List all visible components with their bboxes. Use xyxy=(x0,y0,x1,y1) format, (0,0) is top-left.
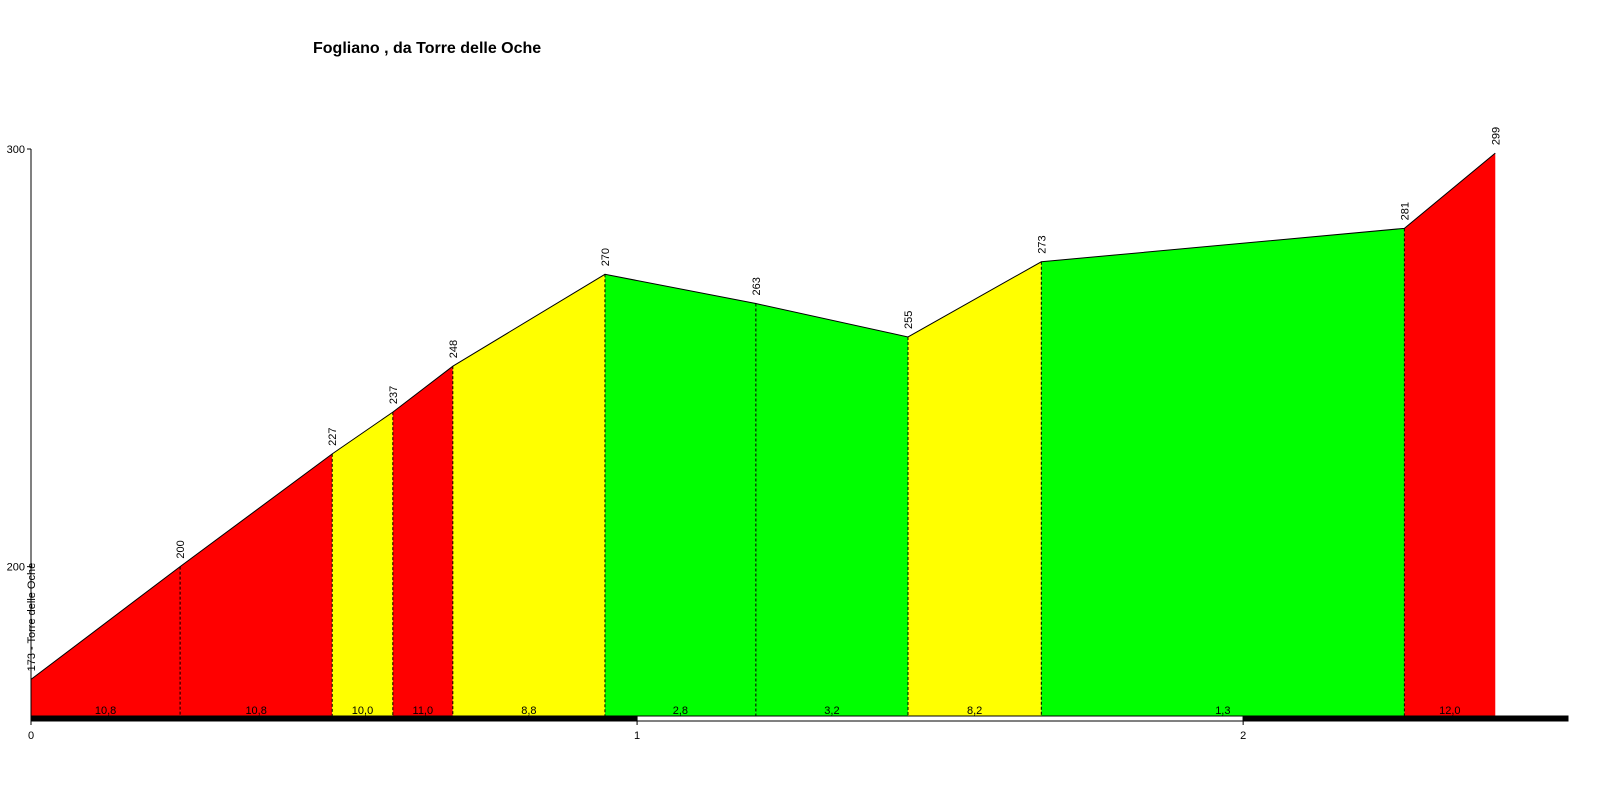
x-axis-bar xyxy=(30,715,638,722)
elevation-label: 227 xyxy=(327,428,339,446)
segment-area xyxy=(755,303,908,717)
elevation-label: 237 xyxy=(388,386,400,404)
x-tick-label: 0 xyxy=(28,730,34,742)
x-tick-label: 1 xyxy=(634,730,640,742)
slope-label: 12,0 xyxy=(1439,705,1460,717)
elevation-label: 281 xyxy=(1399,202,1411,220)
y-tick-label: 200 xyxy=(7,562,25,574)
slope-label: 1,3 xyxy=(1215,705,1230,717)
chart-title: Fogliano , da Torre delle Oche xyxy=(313,40,541,57)
segment-area xyxy=(180,453,333,717)
segment-area xyxy=(332,412,393,717)
elevation-label: 248 xyxy=(448,340,460,358)
slope-label: 10,8 xyxy=(95,705,116,717)
segment-area xyxy=(31,566,181,717)
slope-label: 8,2 xyxy=(967,705,982,717)
x-axis-bar xyxy=(636,715,1244,722)
profile-line xyxy=(30,152,1496,680)
segment-area xyxy=(1404,153,1496,718)
x-tick-label: 2 xyxy=(1240,730,1246,742)
elevation-label: 255 xyxy=(903,311,915,329)
segment-area xyxy=(452,274,605,717)
slope-label: 2,8 xyxy=(673,705,688,717)
elevation-label: 263 xyxy=(751,277,763,295)
elevation-label: 273 xyxy=(1036,235,1048,253)
slope-label: 10,8 xyxy=(245,705,266,717)
slope-label: 11,0 xyxy=(413,705,434,717)
slope-label: 8,8 xyxy=(521,705,536,717)
x-axis-bar xyxy=(1242,715,1569,722)
elevation-label: 270 xyxy=(600,248,612,266)
slope-label: 3,2 xyxy=(824,705,839,717)
slope-label: 10,0 xyxy=(352,705,373,717)
elevation-label: 299 xyxy=(1490,127,1502,145)
elevation-label: 173 - Torre delle Oche xyxy=(26,563,38,672)
y-tick-label: 300 xyxy=(7,144,25,156)
elevation-label: 200 xyxy=(175,540,187,558)
segment-area xyxy=(907,261,1042,717)
segment-area xyxy=(1041,228,1405,717)
segment-area xyxy=(604,274,756,717)
segment-area xyxy=(392,366,453,717)
